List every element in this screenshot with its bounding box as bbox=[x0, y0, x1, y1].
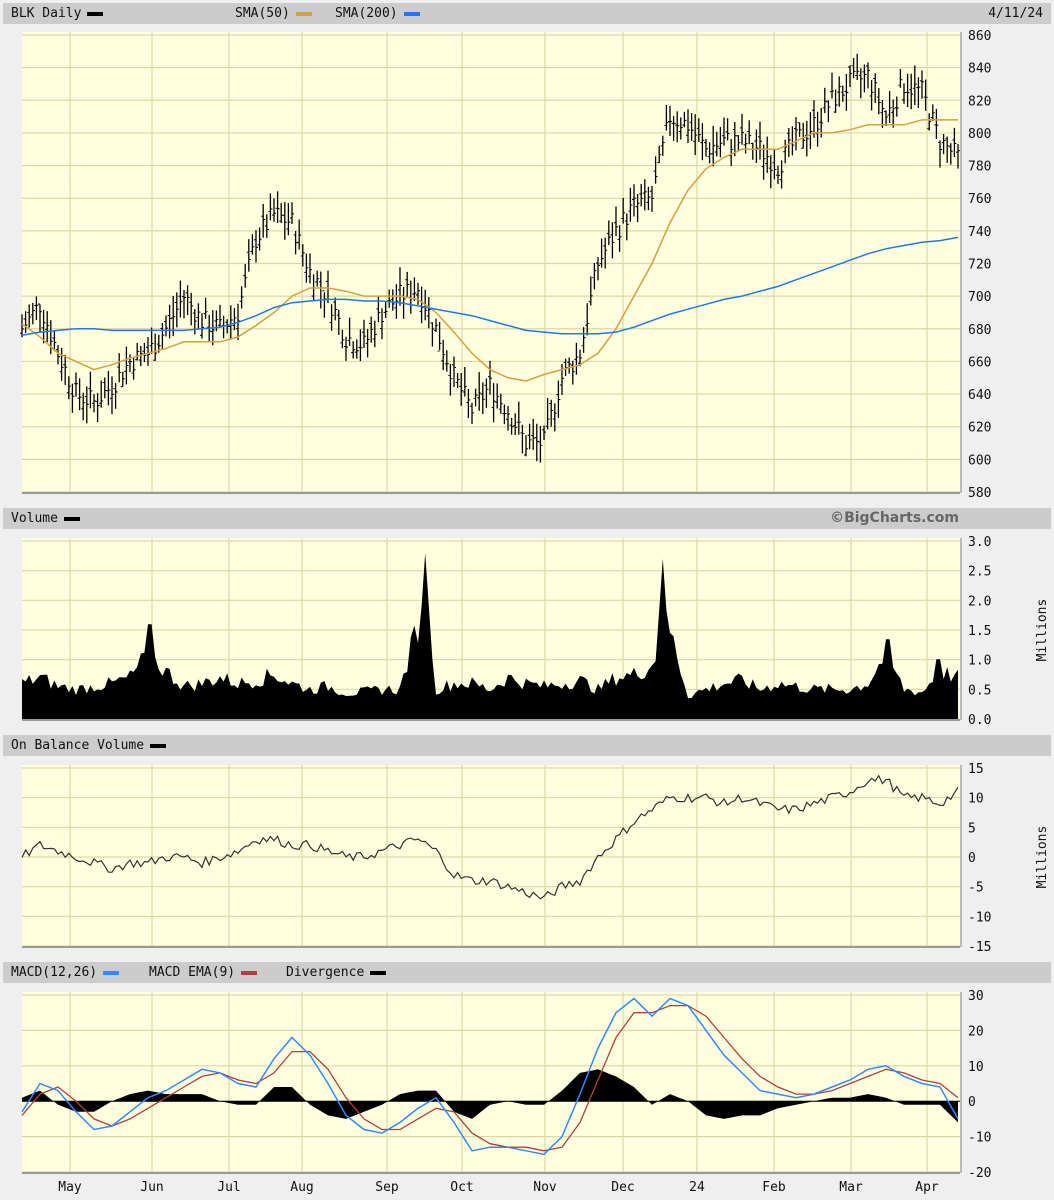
x-tick-label: Apr bbox=[915, 1180, 939, 1195]
x-tick-label: Nov bbox=[533, 1180, 557, 1195]
macd-tick-label: -10 bbox=[968, 1131, 991, 1146]
watermark: ©BigCharts.com bbox=[830, 510, 959, 526]
macd-tick-label: 0 bbox=[968, 1095, 976, 1110]
sma50-line bbox=[21, 119, 958, 382]
macd-tick-label: 10 bbox=[968, 1060, 984, 1075]
obv-tick-label: 10 bbox=[968, 792, 984, 807]
obv-tick-label: 0 bbox=[968, 851, 976, 866]
obv-tick-label: 5 bbox=[968, 821, 976, 836]
x-tick-label: Sep bbox=[375, 1180, 399, 1195]
sma200-line bbox=[21, 236, 959, 337]
date-label: 4/11/24 bbox=[988, 6, 1043, 21]
sma200-legend-swatch bbox=[403, 11, 420, 16]
price-plot-area bbox=[22, 32, 960, 492]
price-tick-label: 660 bbox=[968, 355, 991, 370]
obv-unit-label: Millions bbox=[1035, 826, 1050, 889]
macd-legend-swatch bbox=[103, 970, 120, 975]
price-tick-label: 640 bbox=[968, 388, 991, 403]
ema-legend-swatch bbox=[241, 970, 258, 975]
x-tick-label: Aug bbox=[290, 1180, 313, 1195]
price-bars bbox=[20, 53, 960, 463]
price-legend-swatch bbox=[87, 11, 104, 16]
x-tick-label: 24 bbox=[689, 1180, 705, 1195]
x-tick-label: Feb bbox=[762, 1180, 786, 1195]
sma200-label: SMA(200) bbox=[335, 6, 398, 21]
sma50-legend-swatch bbox=[295, 11, 312, 16]
x-tick-label: Dec bbox=[611, 1180, 634, 1195]
price-tick-label: 860 bbox=[968, 29, 991, 44]
volume-tick-label: 1.0 bbox=[968, 654, 991, 669]
price-tick-label: 820 bbox=[968, 94, 991, 109]
price-header: BLK Daily SMA(50) SMA(200) 4/11/24 bbox=[3, 3, 1051, 24]
volume-label: Volume bbox=[11, 511, 58, 526]
price-tick-label: 580 bbox=[968, 486, 991, 501]
sma50-label: SMA(50) bbox=[235, 6, 290, 21]
price-tick-label: 680 bbox=[968, 323, 991, 338]
obv-tick-label: -10 bbox=[968, 910, 991, 925]
macd-line bbox=[21, 997, 959, 1156]
volume-header: Volume ©BigCharts.com bbox=[3, 508, 1051, 529]
price-tick-label: 800 bbox=[968, 127, 991, 142]
price-tick-label: 600 bbox=[968, 453, 991, 468]
obv-tick-label: -15 bbox=[968, 940, 991, 955]
obv-header: On Balance Volume bbox=[3, 735, 1051, 756]
x-tick-label: Mar bbox=[839, 1180, 863, 1195]
macd-label: MACD(12,26) bbox=[11, 965, 98, 980]
macd-ema-line bbox=[21, 1004, 959, 1152]
macd-tick-label: 20 bbox=[968, 1024, 984, 1039]
price-tick-label: 760 bbox=[968, 192, 991, 207]
ema-label: MACD EMA(9) bbox=[149, 965, 236, 980]
volume-unit-label: Millions bbox=[1035, 599, 1050, 662]
x-tick-label: May bbox=[58, 1180, 82, 1195]
x-tick-label: Oct bbox=[450, 1180, 473, 1195]
price-tick-label: 840 bbox=[968, 62, 991, 77]
volume-area bbox=[22, 552, 958, 719]
macd-tick-label: 30 bbox=[968, 989, 984, 1004]
macd-header: MACD(12,26) MACD EMA(9) Divergence bbox=[3, 962, 1051, 983]
divergence-label: Divergence bbox=[286, 965, 365, 980]
volume-tick-label: 2.0 bbox=[968, 594, 991, 609]
volume-tick-label: 0.5 bbox=[968, 683, 991, 698]
volume-legend-swatch bbox=[63, 516, 80, 521]
volume-tick-label: 3.0 bbox=[968, 535, 991, 550]
divergence-legend-swatch bbox=[370, 970, 387, 975]
obv-plot-area bbox=[22, 765, 960, 946]
obv-line bbox=[21, 774, 959, 900]
price-tick-label: 620 bbox=[968, 421, 991, 436]
volume-tick-label: 1.5 bbox=[968, 624, 991, 639]
obv-legend-swatch bbox=[150, 743, 167, 748]
price-tick-label: 700 bbox=[968, 290, 991, 305]
volume-tick-label: 0.0 bbox=[968, 713, 991, 728]
price-tick-label: 740 bbox=[968, 225, 991, 240]
obv-tick-label: 15 bbox=[968, 762, 984, 777]
volume-tick-label: 2.5 bbox=[968, 565, 991, 580]
macd-tick-label: -20 bbox=[968, 1166, 991, 1181]
symbol-label: BLK Daily bbox=[11, 6, 82, 21]
divergence-area bbox=[22, 1069, 958, 1123]
x-tick-label: Jun bbox=[140, 1180, 163, 1195]
price-tick-label: 780 bbox=[968, 160, 991, 175]
obv-tick-label: -5 bbox=[968, 881, 984, 896]
price-tick-label: 720 bbox=[968, 258, 991, 273]
x-tick-label: Jul bbox=[217, 1180, 240, 1195]
obv-label: On Balance Volume bbox=[11, 738, 145, 753]
macd-plot-area bbox=[22, 992, 960, 1172]
